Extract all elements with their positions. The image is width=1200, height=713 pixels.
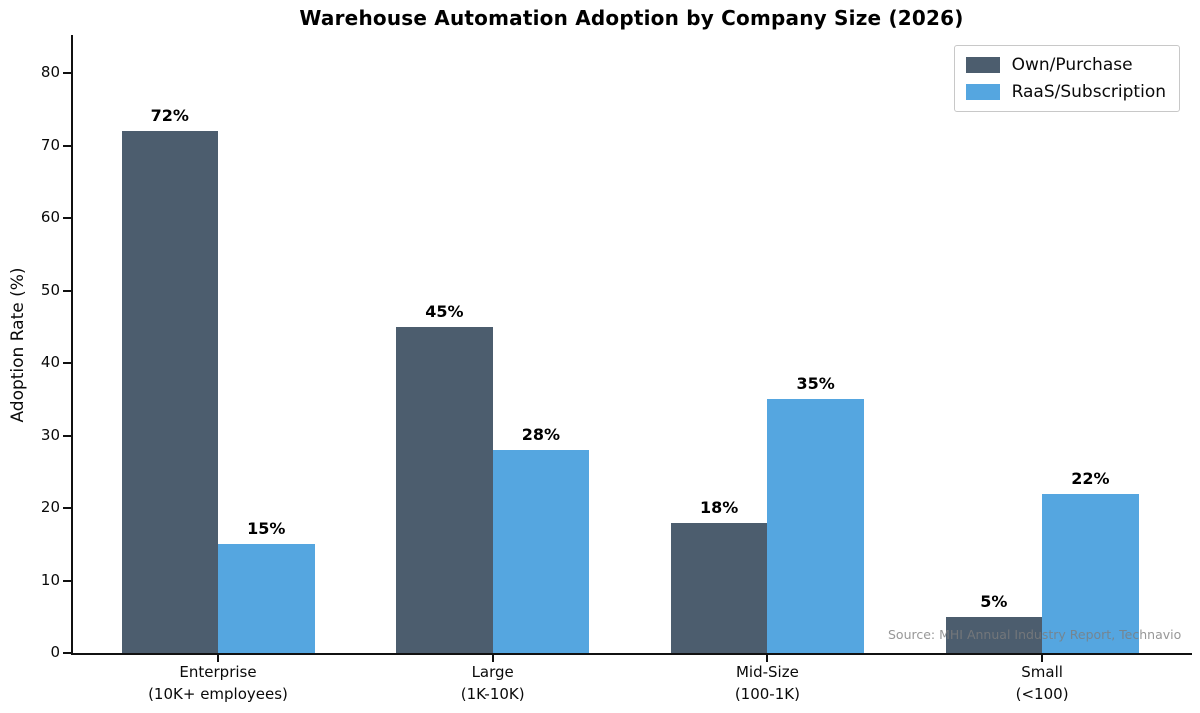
bar-raas-subscription-3 xyxy=(767,399,864,653)
y-tick xyxy=(63,144,71,147)
x-category-label: Large (1K-10K) xyxy=(460,663,525,703)
bar-value-label: 72% xyxy=(150,106,189,126)
bar-raas-subscription-1 xyxy=(218,544,315,653)
x-tick xyxy=(766,655,769,662)
legend-swatch-own-purchase xyxy=(965,57,1000,73)
x-axis-spine xyxy=(71,653,1192,655)
y-tick xyxy=(63,579,71,582)
bar-value-label: 35% xyxy=(796,374,835,394)
bar-value-label: 28% xyxy=(521,425,561,445)
x-category-label: Enterprise (10K+ employees) xyxy=(148,663,288,703)
chart-title: Warehouse Automation Adoption by Company… xyxy=(299,6,964,30)
bar-own-purchase-3 xyxy=(670,522,768,653)
y-tick xyxy=(63,362,71,365)
y-tick-label: 10 xyxy=(40,570,60,589)
x-tick xyxy=(491,655,494,662)
bar-value-label: 15% xyxy=(247,519,286,539)
x-tick xyxy=(1041,655,1044,662)
y-tick-label: 80 xyxy=(40,63,60,82)
bar-own-purchase-2 xyxy=(396,326,493,653)
y-tick-label: 30 xyxy=(40,425,60,444)
bar-own-purchase-1 xyxy=(121,131,218,653)
legend-label: RaaS/Subscription xyxy=(1011,82,1166,102)
legend-swatch-raas-subscription xyxy=(965,84,1000,100)
y-tick-label: 70 xyxy=(40,135,60,154)
legend: Own/Purchase RaaS/Subscription xyxy=(953,45,1180,112)
y-tick xyxy=(63,217,71,220)
bar-value-label: 18% xyxy=(699,497,739,517)
bar-raas-subscription-2 xyxy=(492,450,590,653)
x-category-label: Small (<100) xyxy=(1015,663,1069,703)
x-category-label: Mid-Size (100-1K) xyxy=(734,663,800,703)
bar-value-label: 22% xyxy=(1071,468,1110,488)
bar-raas-subscription-4 xyxy=(1042,493,1139,653)
source-note: Source: MHI Annual Industry Report, Tech… xyxy=(888,627,1182,642)
legend-item-raas-subscription: RaaS/Subscription xyxy=(965,82,1166,102)
y-tick-label: 40 xyxy=(40,353,60,372)
y-tick-label: 60 xyxy=(40,208,60,227)
y-tick xyxy=(63,289,71,292)
y-axis-label: Adoption Rate (%) xyxy=(8,267,28,423)
bar-value-label: 5% xyxy=(980,591,1008,611)
y-axis-spine xyxy=(71,35,73,655)
legend-label: Own/Purchase xyxy=(1011,55,1133,75)
y-tick xyxy=(63,434,71,437)
y-tick-label: 20 xyxy=(40,498,60,516)
legend-item-own-purchase: Own/Purchase xyxy=(965,55,1166,75)
y-tick xyxy=(63,72,71,75)
x-tick xyxy=(217,655,219,662)
bar-own-purchase-4 xyxy=(945,616,1043,653)
bar-value-label: 45% xyxy=(425,301,464,321)
y-tick xyxy=(63,507,71,509)
y-tick-label: 0 xyxy=(50,643,60,661)
y-tick-label: 50 xyxy=(40,280,60,299)
y-tick xyxy=(63,652,71,654)
